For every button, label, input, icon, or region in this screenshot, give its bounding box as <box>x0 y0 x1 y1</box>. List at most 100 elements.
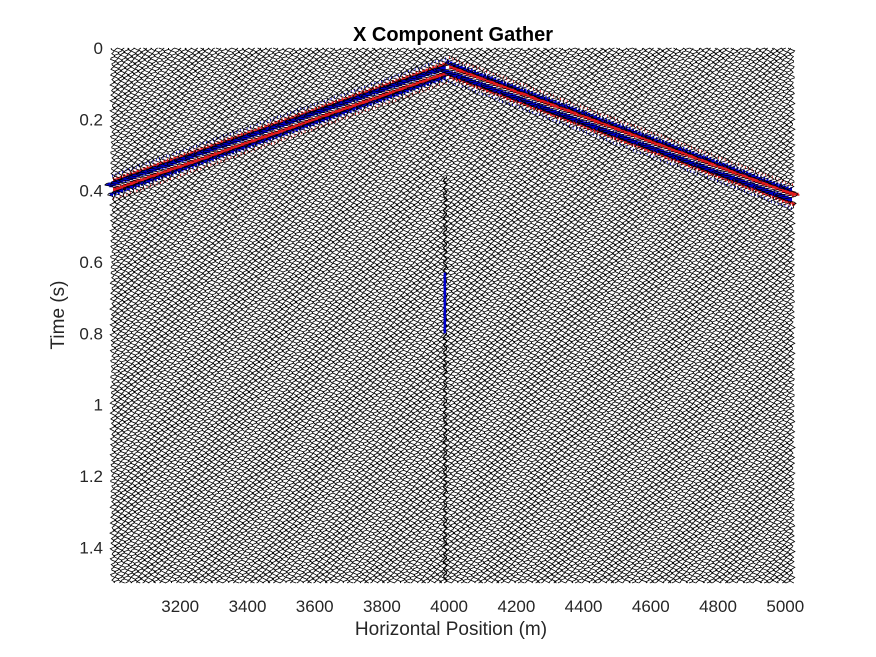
trace-line <box>214 47 232 584</box>
trace-line <box>394 47 412 584</box>
trace-line <box>386 47 407 584</box>
trace-line <box>431 47 447 584</box>
trace-line <box>765 47 785 584</box>
trace-line <box>127 47 148 584</box>
trace <box>373 47 390 584</box>
y-tick-label: 1 <box>94 396 103 415</box>
trace <box>219 47 239 584</box>
trace-line <box>546 47 564 584</box>
trace-line <box>269 47 286 584</box>
trace-line <box>562 47 582 584</box>
trace <box>668 47 686 584</box>
trace <box>765 47 785 584</box>
x-tick-label: 4600 <box>632 597 670 616</box>
trace-line <box>312 47 333 584</box>
trace-line <box>284 47 302 584</box>
trace <box>386 47 407 584</box>
trace <box>463 47 483 584</box>
trace-line <box>323 47 343 584</box>
trace-line <box>110 47 126 583</box>
trace-line <box>528 47 543 584</box>
trace-line <box>199 47 216 584</box>
y-tick-label: 0.8 <box>79 324 103 343</box>
trace-line <box>759 47 777 584</box>
trace-line <box>710 47 728 584</box>
trace-line <box>439 47 460 584</box>
trace <box>750 47 767 584</box>
trace-line <box>117 47 138 584</box>
wiggle-traces <box>104 47 800 584</box>
y-tick-label: 0 <box>94 39 103 58</box>
trace-line <box>173 47 190 584</box>
trace-line <box>149 47 168 584</box>
trace-line <box>193 47 211 584</box>
trace <box>720 47 740 584</box>
trace-line <box>541 47 561 584</box>
trace-line <box>273 47 289 584</box>
trace-line <box>754 47 773 584</box>
trace-line <box>468 47 487 584</box>
trace <box>184 47 203 584</box>
trace <box>773 47 797 584</box>
trace-line <box>644 47 660 584</box>
trace-line <box>202 47 221 584</box>
trace-line <box>725 47 744 584</box>
trace-line <box>409 47 426 584</box>
trace-line <box>276 47 295 584</box>
trace-line <box>463 47 483 584</box>
trace-line <box>781 47 798 584</box>
trace-line <box>414 47 436 584</box>
trace <box>350 47 369 584</box>
trace-line <box>297 47 317 584</box>
trace-line <box>488 47 508 584</box>
trace-line <box>539 47 558 584</box>
trace-line <box>455 47 472 584</box>
trace-line <box>551 47 568 584</box>
chart-title: X Component Gather <box>353 24 553 46</box>
trace-line <box>312 47 333 584</box>
trace-line <box>156 47 175 584</box>
trace-line <box>475 47 493 584</box>
trace-line <box>358 47 374 584</box>
trace-line <box>720 47 739 584</box>
trace-line <box>404 47 425 584</box>
trace-line <box>267 47 284 584</box>
trace-line <box>342 47 361 584</box>
x-tick-label: 4400 <box>565 597 603 616</box>
trace-line <box>378 47 398 584</box>
trace-line <box>734 47 755 584</box>
trace-line <box>373 47 390 584</box>
trace-line <box>184 47 203 584</box>
trace-line <box>342 47 358 584</box>
y-tick-label: 1.2 <box>79 467 103 486</box>
trace-line <box>466 47 483 584</box>
x-tick-label: 4200 <box>497 597 535 616</box>
trace-line <box>434 47 453 584</box>
trace <box>234 47 253 584</box>
trace-line <box>161 47 178 584</box>
trace-line <box>284 47 304 584</box>
trace-line <box>594 47 610 584</box>
trace-line <box>714 47 734 584</box>
trace-line <box>717 47 736 584</box>
y-tick-label: 1.4 <box>79 538 103 557</box>
trace-line <box>188 47 205 584</box>
source-trace <box>442 176 448 582</box>
trace <box>161 47 179 584</box>
trace-line <box>495 47 515 584</box>
trace-line <box>446 47 464 584</box>
trace-line <box>320 47 338 584</box>
y-tick-label: 0.6 <box>79 253 103 272</box>
y-axis-label: Time (s) <box>48 281 69 350</box>
trace-line <box>360 47 379 584</box>
trace-line <box>369 47 387 584</box>
trace-line <box>576 47 598 584</box>
trace-line <box>209 47 230 584</box>
trace-line <box>424 47 442 584</box>
trace-line <box>760 47 779 584</box>
trace-line <box>382 47 402 584</box>
trace-line <box>460 47 475 584</box>
trace <box>710 47 728 584</box>
trace-line <box>597 47 613 584</box>
